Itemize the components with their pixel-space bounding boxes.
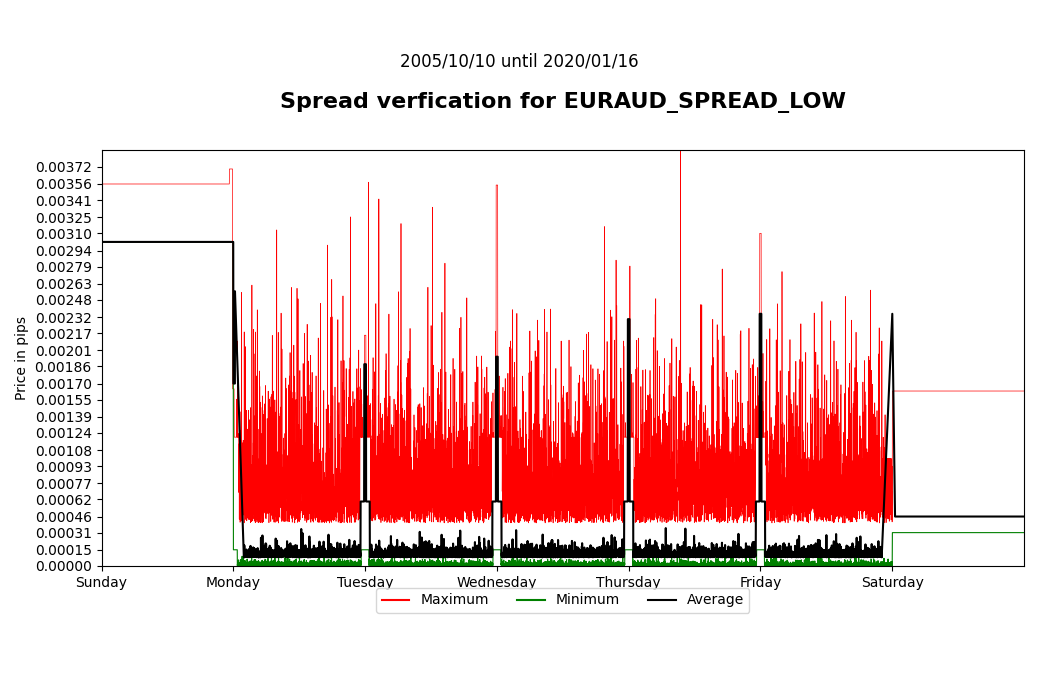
Title: Spread verfication for EURAUD_SPREAD_LOW: Spread verfication for EURAUD_SPREAD_LOW: [279, 92, 846, 113]
Minimum: [789, 560, 801, 568]
Average: [220, 238, 233, 246]
Average: [96, 238, 108, 246]
Average: [358, 360, 371, 368]
Y-axis label: Price in pips: Price in pips: [15, 316, 29, 400]
Line: Average: Average: [102, 242, 1024, 557]
Average: [789, 551, 801, 559]
Minimum: [96, 238, 108, 246]
Maximum: [358, 433, 371, 442]
Text: 2005/10/10 until 2020/01/16: 2005/10/10 until 2020/01/16: [400, 52, 639, 71]
Maximum: [220, 180, 233, 188]
Maximum: [96, 180, 108, 188]
Line: Minimum: Minimum: [102, 242, 1024, 566]
Minimum: [688, 561, 700, 569]
Minimum: [358, 545, 371, 554]
Maximum: [343, 495, 355, 503]
Average: [688, 553, 700, 561]
Average: [117, 238, 130, 246]
Average: [238, 553, 250, 561]
Maximum: [674, 127, 687, 136]
Minimum: [220, 238, 233, 246]
Maximum: [463, 519, 476, 527]
Line: Maximum: Maximum: [102, 132, 1024, 523]
Maximum: [789, 459, 801, 468]
Minimum: [117, 238, 130, 246]
Average: [343, 551, 355, 559]
Legend: Maximum, Minimum, Average: Maximum, Minimum, Average: [376, 588, 749, 613]
Average: [1018, 512, 1031, 521]
Maximum: [1018, 387, 1031, 395]
Minimum: [1018, 528, 1031, 537]
Maximum: [688, 484, 700, 493]
Minimum: [439, 561, 452, 570]
Minimum: [343, 561, 355, 570]
Maximum: [117, 180, 130, 188]
